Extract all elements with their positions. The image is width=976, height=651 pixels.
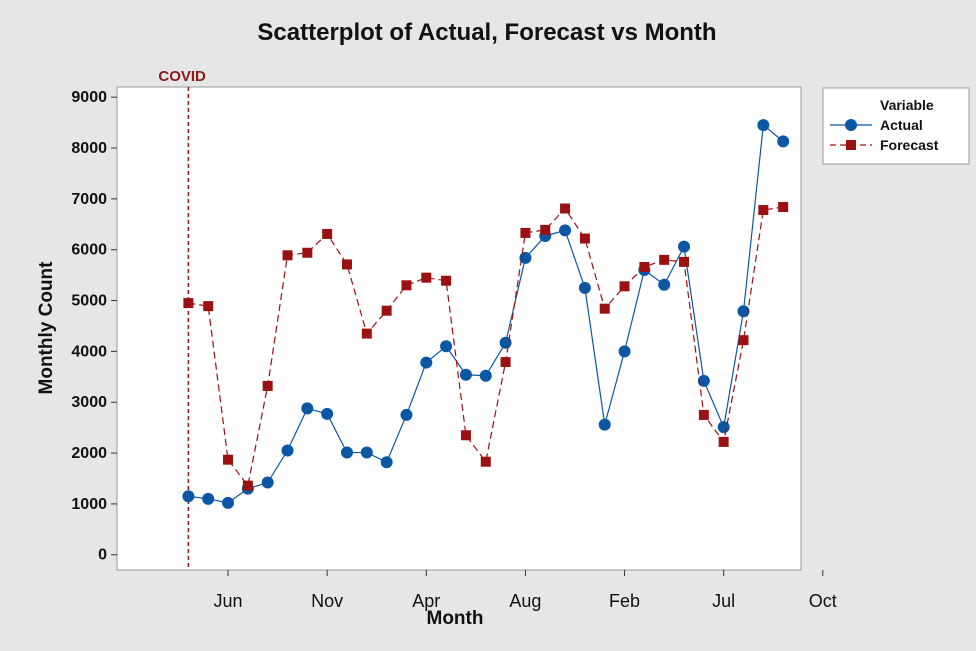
- point-forecast: [183, 298, 194, 309]
- point-forecast: [302, 247, 313, 258]
- x-tick-label: Aug: [509, 591, 541, 611]
- point-actual: [380, 456, 393, 469]
- point-forecast: [599, 303, 610, 314]
- y-tick-label: 1000: [71, 496, 107, 513]
- point-forecast: [619, 281, 630, 292]
- legend-title: Variable: [880, 97, 934, 113]
- point-actual: [261, 476, 274, 489]
- point-forecast: [401, 280, 412, 291]
- point-actual: [440, 340, 453, 353]
- point-forecast: [718, 436, 729, 447]
- point-actual: [777, 135, 790, 148]
- point-forecast: [341, 259, 352, 270]
- y-tick-label: 3000: [71, 394, 107, 411]
- x-tick-label: Nov: [311, 591, 343, 611]
- x-axis: Jun Nov Apr Aug Feb Jul Oct: [214, 570, 837, 611]
- point-forecast: [262, 380, 273, 391]
- point-actual: [222, 496, 235, 509]
- point-forecast: [579, 233, 590, 244]
- x-tick-label: Feb: [609, 591, 640, 611]
- point-forecast: [223, 454, 234, 465]
- point-actual: [757, 119, 770, 132]
- annotations: COVID: [158, 68, 206, 570]
- point-actual: [479, 369, 492, 382]
- point-actual: [360, 446, 373, 459]
- point-forecast: [659, 254, 670, 265]
- x-tick-label: Apr: [412, 591, 440, 611]
- point-forecast: [421, 272, 432, 283]
- point-forecast: [758, 205, 769, 216]
- point-forecast: [381, 305, 392, 316]
- point-actual: [658, 278, 671, 291]
- point-actual: [697, 374, 710, 387]
- y-tick-label: 2000: [71, 445, 107, 462]
- point-actual: [559, 224, 572, 237]
- x-axis-label: Month: [427, 608, 484, 629]
- series-layer: [182, 119, 790, 509]
- point-actual: [459, 368, 472, 381]
- series-forecast: [183, 201, 789, 491]
- y-axis: 0 1000 2000 3000 4000 5000 6000 7000 8000 9000: [71, 89, 117, 564]
- point-actual: [202, 492, 215, 505]
- point-forecast: [322, 228, 333, 239]
- x-tick-label: Jun: [214, 591, 243, 611]
- point-forecast: [738, 335, 749, 346]
- point-forecast: [361, 328, 372, 339]
- point-forecast: [698, 409, 709, 420]
- point-forecast: [639, 261, 650, 272]
- y-axis-label: Monthly Count: [36, 261, 57, 395]
- y-tick-label: 6000: [71, 242, 107, 259]
- point-forecast: [500, 357, 511, 368]
- point-actual: [678, 240, 691, 253]
- point-actual: [340, 446, 353, 459]
- point-forecast: [460, 430, 471, 441]
- series-actual: [182, 119, 790, 509]
- point-forecast: [282, 250, 293, 261]
- point-forecast: [679, 256, 690, 267]
- y-tick-label: 4000: [71, 343, 107, 360]
- chart-title: Scatterplot of Actual, Forecast vs Month: [257, 19, 716, 46]
- x-tick-label: Oct: [809, 591, 837, 611]
- point-forecast: [560, 203, 571, 214]
- covid-label: COVID: [158, 68, 206, 85]
- point-forecast: [540, 224, 551, 235]
- y-tick-label: 7000: [71, 191, 107, 208]
- point-forecast: [778, 201, 789, 212]
- point-actual: [420, 356, 433, 369]
- legend-marker-actual: [845, 119, 857, 131]
- point-forecast: [480, 456, 491, 467]
- point-actual: [618, 345, 631, 358]
- y-tick-label: 9000: [71, 89, 107, 106]
- point-actual: [578, 281, 591, 294]
- point-actual: [321, 407, 334, 420]
- point-actual: [182, 490, 195, 503]
- point-forecast: [203, 301, 214, 312]
- y-tick-label: 8000: [71, 140, 107, 157]
- legend-label-forecast: Forecast: [880, 137, 939, 153]
- x-tick-label: Jul: [712, 591, 735, 611]
- point-actual: [301, 402, 314, 415]
- legend-label-actual: Actual: [880, 117, 923, 133]
- point-actual: [737, 305, 750, 318]
- y-tick-label: 0: [98, 547, 107, 564]
- plot-area: [116, 86, 802, 571]
- y-tick-label: 5000: [71, 293, 107, 310]
- legend-items: Actual Forecast: [830, 117, 939, 153]
- point-actual: [598, 418, 611, 431]
- point-forecast: [441, 275, 452, 286]
- legend-marker-forecast: [846, 140, 856, 150]
- legend: Variable Actual Forecast: [822, 87, 970, 165]
- point-actual: [281, 444, 294, 457]
- point-actual: [400, 408, 413, 421]
- point-forecast: [520, 227, 531, 238]
- point-actual: [519, 251, 532, 264]
- point-forecast: [242, 480, 253, 491]
